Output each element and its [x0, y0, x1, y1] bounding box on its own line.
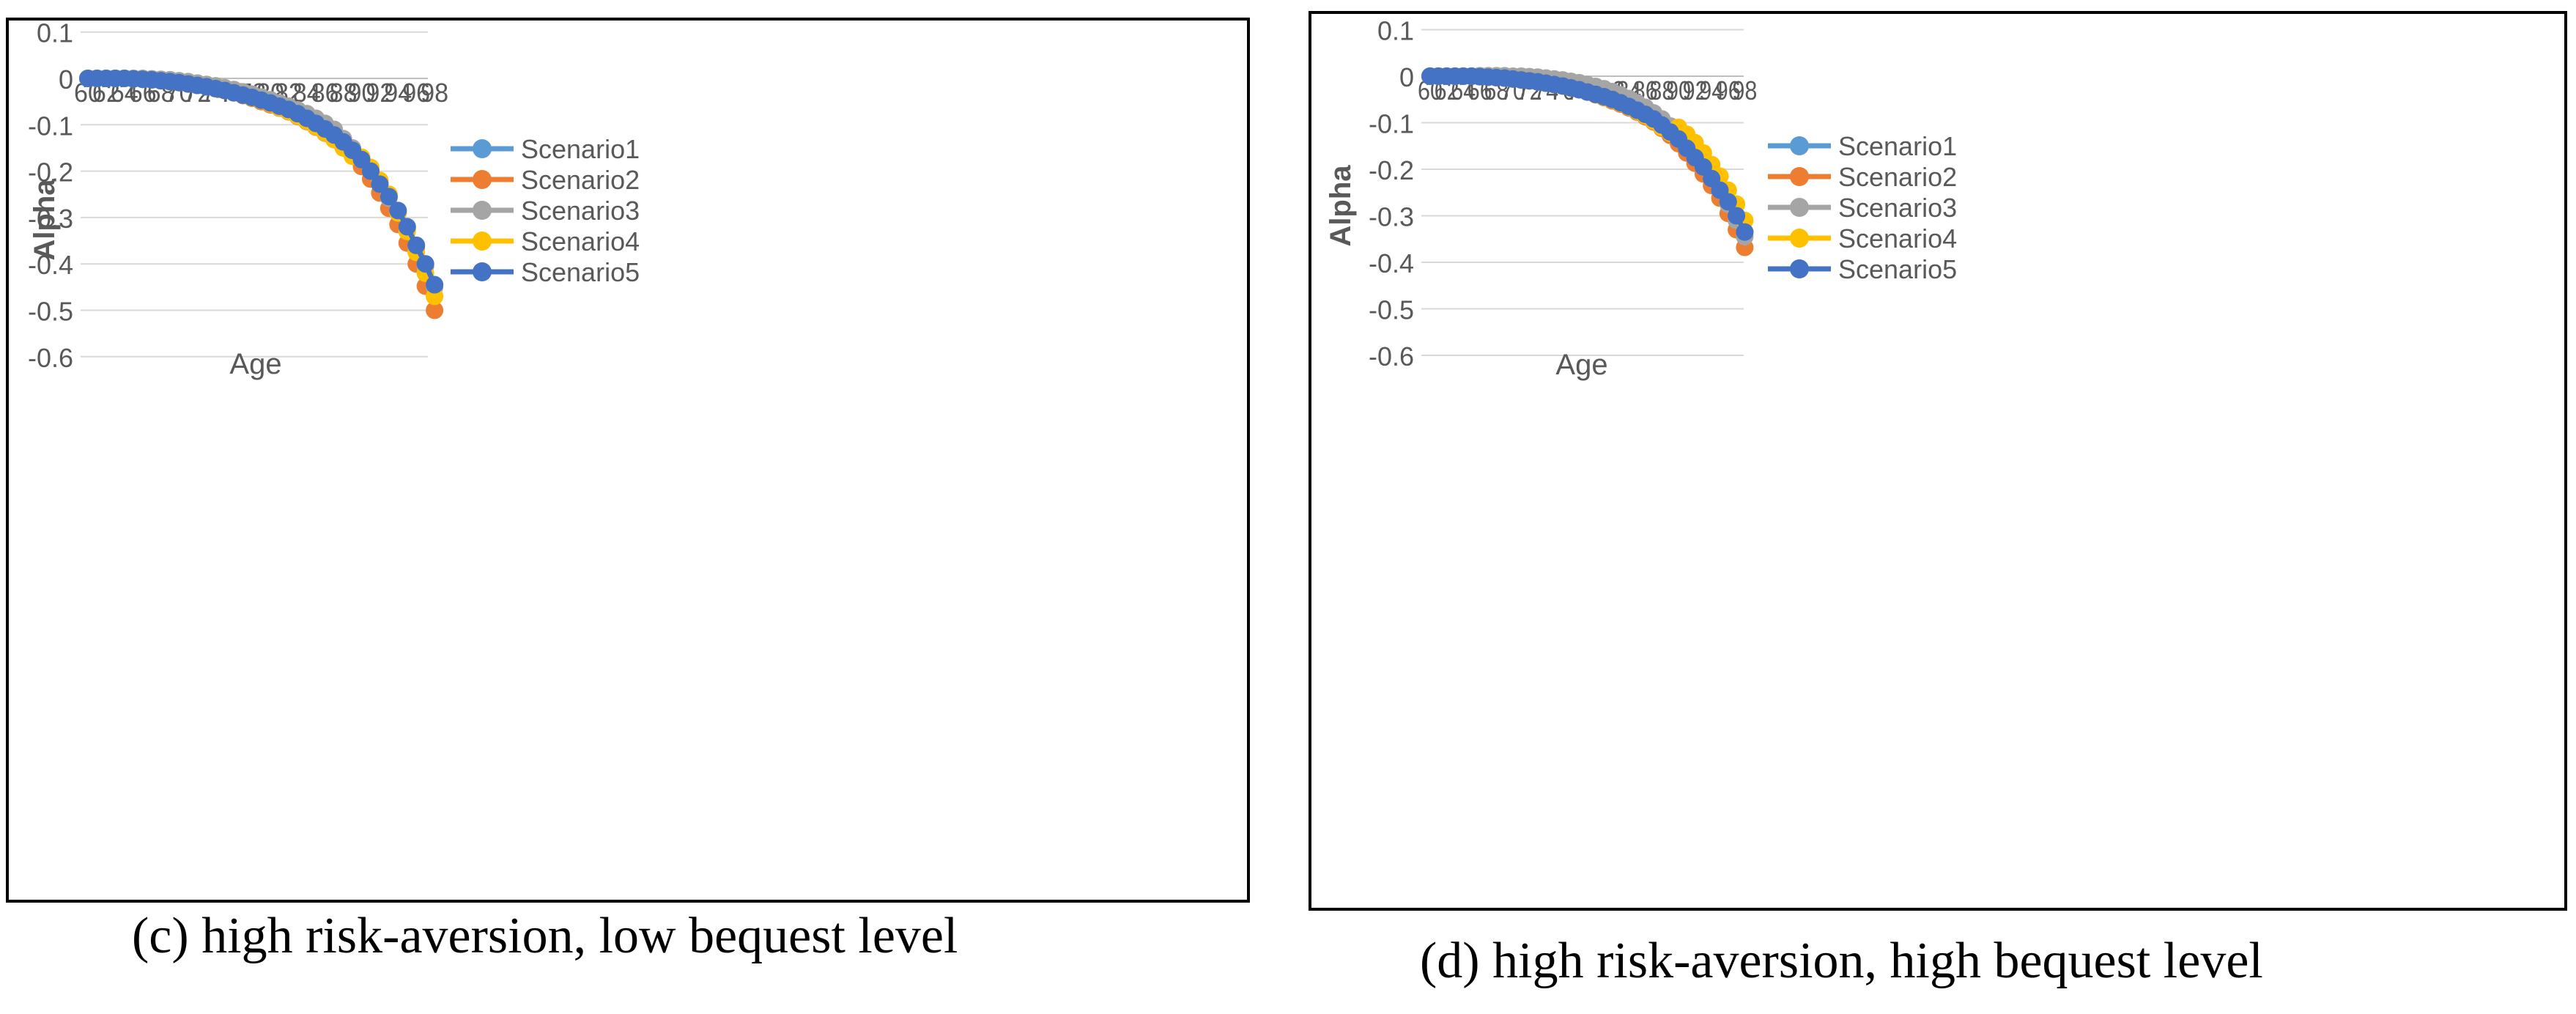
y-tick-label: -0.1 [1369, 109, 1414, 139]
x-tick-label: 92 [1683, 75, 1708, 106]
y-tick-label: -0.3 [1369, 202, 1414, 232]
x-tick-label: 90 [1666, 75, 1691, 106]
chart-panel-c: 0.1 0 -0.1 -0.2 -0.3 -0.4 -0.5 -0.6 60 62 64 66 68 70… [6, 18, 1250, 903]
y-tick-label: -0.4 [1369, 248, 1414, 278]
x-tick-label: 88 [1649, 75, 1674, 106]
y-tick-label: 0 [59, 64, 73, 95]
y-tick-label: -0.5 [28, 297, 73, 327]
data-point-scenario5 [416, 255, 434, 273]
legend-label: Scenario3 [521, 196, 640, 226]
legend-swatch-marker [1790, 229, 1809, 248]
x-axis-title: Age [229, 348, 281, 380]
y-tick-label: -0.2 [1369, 155, 1414, 185]
x-axis-title: Age [1555, 349, 1607, 381]
x-tick-label: 94 [1699, 75, 1724, 106]
data-point-scenario5 [407, 236, 426, 254]
caption-d: (d) high risk-aversion, high bequest lev… [1420, 933, 2263, 989]
y-axis-title: Alpha [1325, 165, 1357, 247]
legend-swatch-marker [1790, 136, 1809, 155]
x-tick-label: 94 [384, 78, 412, 108]
legend-swatch-marker [1790, 167, 1809, 186]
caption-c: (c) high risk-aversion, low bequest leve… [132, 908, 958, 964]
y-tick-label: -0.1 [28, 111, 73, 141]
y-tick-label: -0.2 [28, 158, 73, 188]
data-point-scenario5 [398, 218, 416, 236]
x-tick-label: 98 [1732, 75, 1757, 106]
legend-swatch-marker [1790, 198, 1809, 217]
y-axis-title: Alpha [29, 179, 61, 261]
legend-label: Scenario2 [521, 165, 640, 195]
x-tick-label: 96 [402, 78, 430, 108]
x-tick-label: 92 [366, 78, 393, 108]
data-point-scenario5 [1719, 193, 1737, 211]
x-tick-label: 90 [348, 78, 376, 108]
data-point-scenario5 [426, 275, 444, 294]
data-point-scenario5 [1728, 207, 1746, 225]
data-point-scenario5 [371, 175, 389, 193]
y-tick-label: 0.1 [1377, 16, 1414, 46]
data-point-scenario2 [426, 301, 444, 319]
x-tick-label: 88 [330, 78, 358, 108]
data-point-scenario5 [361, 162, 380, 180]
y-tick-label: -0.5 [1369, 295, 1414, 325]
legend-label: Scenario1 [1838, 131, 1957, 161]
legend-label: Scenario2 [1838, 162, 1957, 192]
y-tick-label: -0.6 [1369, 341, 1414, 371]
chart-d: 0.10-0.1-0.2-0.3-0.4-0.5-0.6606264666870… [1325, 16, 1957, 382]
y-tick-label: 0.1 [37, 21, 73, 48]
x-tick-label: 96 [1716, 75, 1741, 106]
chart-c: 0.10-0.1-0.2-0.3-0.4-0.5-0.6606264666870… [28, 21, 640, 380]
data-point-scenario5 [380, 188, 398, 206]
legend-label: Scenario5 [521, 257, 640, 287]
legend-swatch-marker [473, 170, 492, 189]
data-point-scenario5 [389, 201, 407, 220]
y-tick-label: -0.6 [28, 343, 73, 373]
legend-swatch-marker [1790, 259, 1809, 278]
legend-label: Scenario3 [1838, 193, 1957, 223]
legend-label: Scenario1 [521, 134, 640, 164]
y-tick-label: -0.3 [28, 204, 73, 234]
x-tick-label: 98 [421, 78, 448, 108]
chart-panel-d: 0.1 0 -0.1 -0.2 -0.3 -0.4 -0.5 -0.6 60 62 64 66 68 70… [1309, 11, 2567, 911]
legend-swatch-marker [473, 139, 492, 158]
data-point-scenario5 [1736, 223, 1754, 241]
legend-swatch-marker [473, 262, 492, 281]
legend-label: Scenario5 [1838, 254, 1957, 284]
y-tick-label: 0 [1399, 62, 1414, 92]
y-tick-label: -0.4 [28, 250, 73, 280]
legend-label: Scenario4 [521, 226, 640, 256]
x-tick-label: 86 [311, 78, 339, 108]
legend-swatch-marker [473, 201, 492, 220]
legend-label: Scenario4 [1838, 223, 1957, 253]
legend-swatch-marker [473, 232, 492, 251]
